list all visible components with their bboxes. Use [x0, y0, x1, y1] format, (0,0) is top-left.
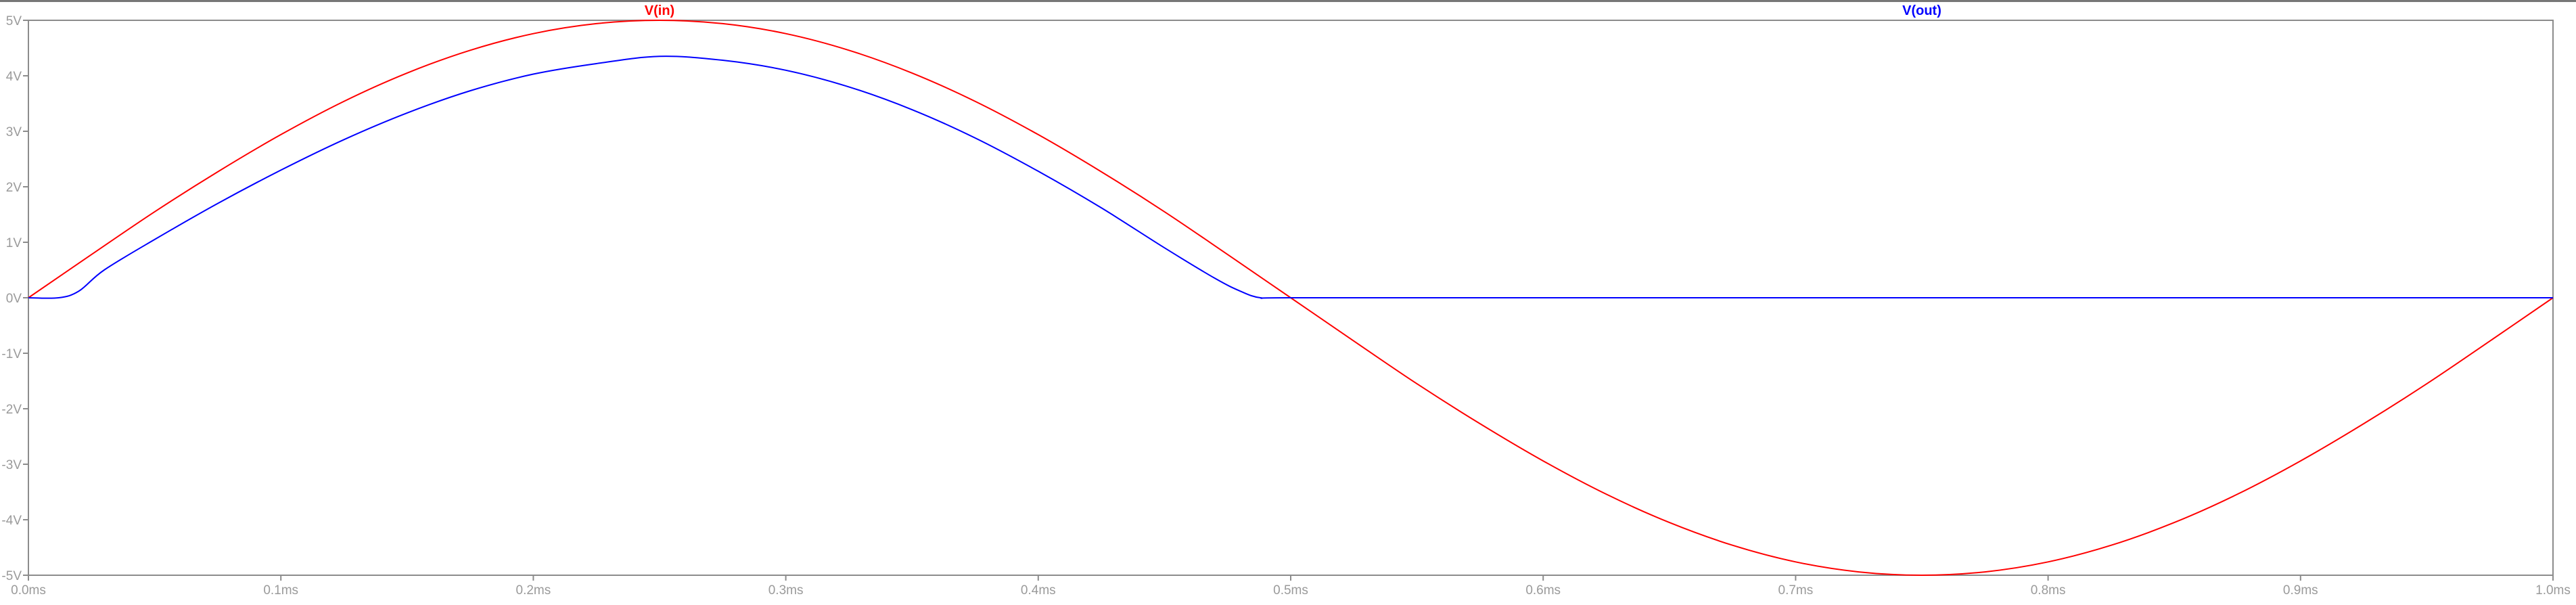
series-line-v-out [28, 55, 2553, 299]
series-layer [28, 20, 2554, 576]
y-tick-label: 1V [6, 236, 22, 250]
legend: V(in) V(out) [645, 3, 1941, 18]
y-tick-label: -2V [1, 403, 22, 417]
x-tick-label: 0.6ms [1525, 583, 1561, 598]
x-tick-label: 1.0ms [2535, 583, 2571, 598]
y-tick-label: 4V [6, 70, 22, 84]
y-tick-label: -5V [1, 569, 22, 583]
y-tick-label: 2V [6, 181, 22, 195]
legend-label-v-out[interactable]: V(out) [1902, 3, 1941, 18]
x-tick-label: 0.3ms [768, 583, 804, 598]
y-tick-label: -3V [1, 458, 22, 472]
x-tick-label: 0.2ms [516, 583, 551, 598]
x-axis: 0.0ms 0.1ms 0.2ms 0.3ms 0.4ms 0.5ms 0.6ms 0.7ms… [11, 575, 2571, 598]
y-tick-label: 5V [6, 14, 22, 28]
legend-label-v-in[interactable]: V(in) [645, 3, 674, 18]
x-tick-label: 0.4ms [1021, 583, 1056, 598]
y-tick-label: -1V [1, 347, 22, 361]
y-tick-label: 0V [6, 292, 22, 306]
y-tick-label: 3V [6, 125, 22, 139]
x-tick-label: 0.9ms [2283, 583, 2318, 598]
x-tick-label: 0.7ms [1778, 583, 1814, 598]
y-axis: 5V 4V 3V 2V 1V 0V -1V -2V -3V -4V -5V [1, 14, 28, 583]
x-tick-label: 0.0ms [11, 583, 46, 598]
x-tick-label: 0.1ms [263, 583, 298, 598]
x-tick-label: 0.8ms [2031, 583, 2066, 598]
x-tick-label: 0.5ms [1273, 583, 1308, 598]
y-tick-label: -4V [1, 514, 22, 528]
